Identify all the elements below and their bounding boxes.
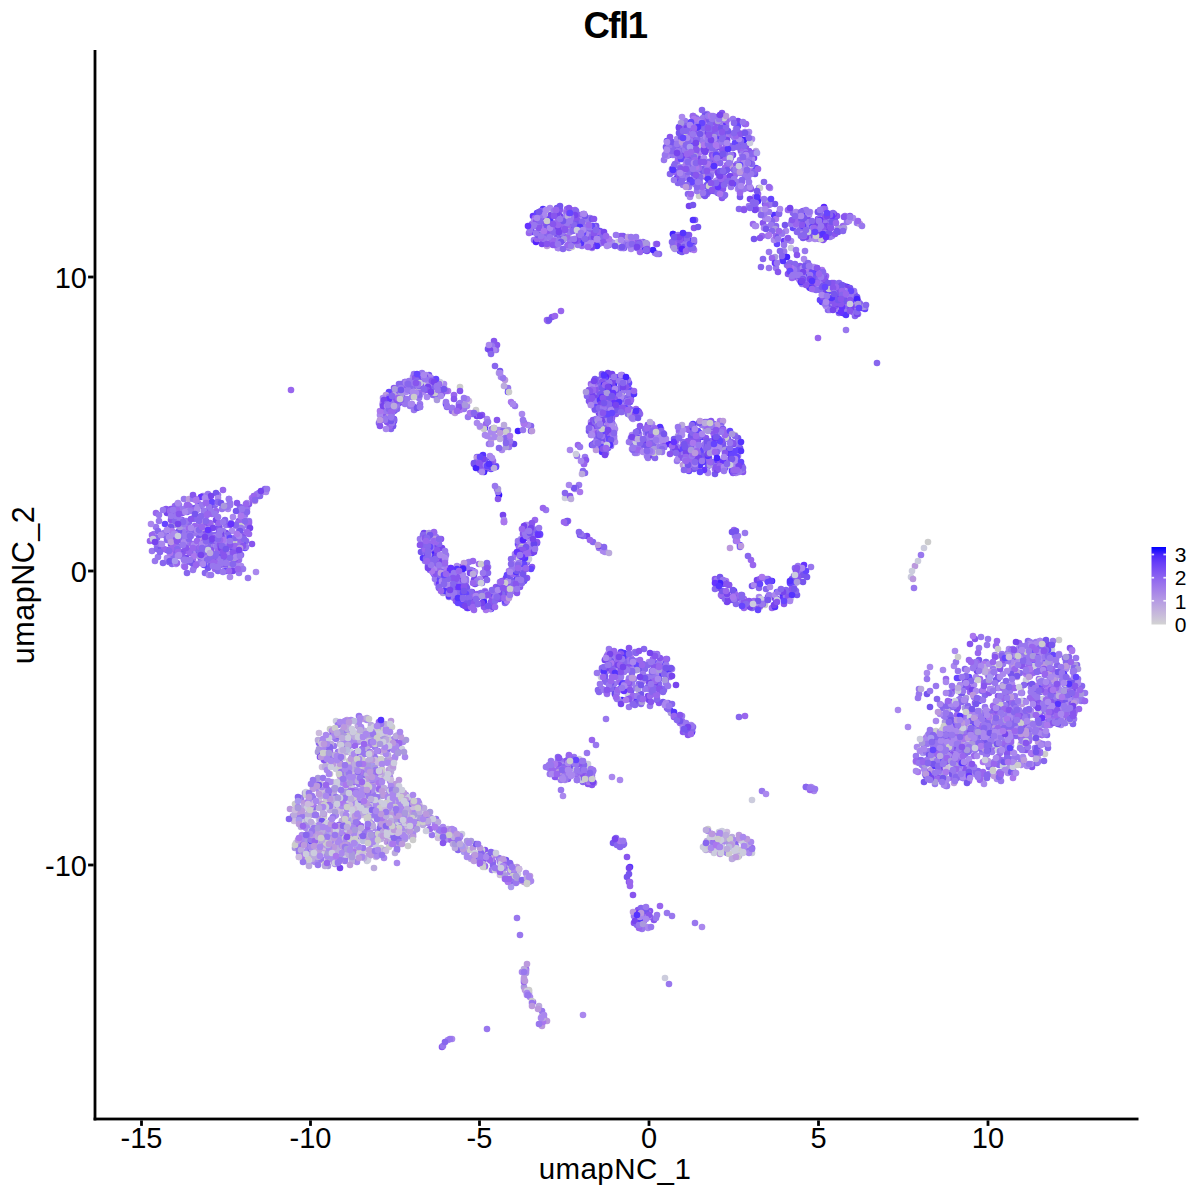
svg-text:5: 5 — [810, 1122, 826, 1154]
svg-text:3: 3 — [1175, 543, 1187, 566]
svg-text:umapNC_1: umapNC_1 — [539, 1152, 691, 1185]
svg-text:10: 10 — [55, 262, 87, 294]
svg-text:-10: -10 — [45, 850, 87, 882]
svg-text:0: 0 — [71, 556, 87, 588]
svg-text:umapNC_2: umapNC_2 — [6, 506, 41, 664]
svg-text:1: 1 — [1175, 590, 1187, 613]
svg-text:Cfl1: Cfl1 — [584, 5, 648, 46]
svg-text:2: 2 — [1175, 566, 1187, 589]
svg-text:-10: -10 — [290, 1122, 332, 1154]
svg-text:10: 10 — [972, 1122, 1004, 1154]
svg-text:0: 0 — [1175, 613, 1187, 636]
svg-text:0: 0 — [641, 1122, 657, 1154]
svg-text:-5: -5 — [467, 1122, 493, 1154]
svg-text:-15: -15 — [121, 1122, 163, 1154]
